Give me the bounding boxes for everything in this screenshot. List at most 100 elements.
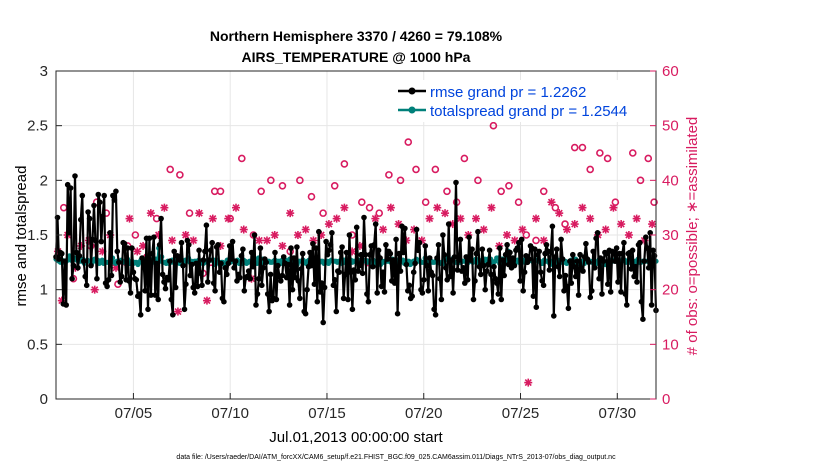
series-point-rmse	[107, 230, 113, 236]
series-point-rmse	[416, 239, 423, 246]
series-point-rmse	[345, 296, 351, 303]
series-point-rmse	[631, 273, 637, 280]
obs-assimilated-point	[624, 231, 633, 239]
obs-assimilated-point	[340, 203, 349, 212]
series-point-rmse	[317, 289, 324, 295]
series-point-rmse	[637, 239, 643, 246]
obs-assimilated-point	[379, 225, 388, 234]
obs-possible-point	[551, 203, 560, 212]
series-point-rmse	[374, 290, 381, 296]
series-point-rmse	[540, 282, 547, 289]
series-point-rmse	[207, 247, 214, 254]
series-point-rmse	[186, 242, 192, 248]
obs-assimilated-point	[262, 236, 271, 245]
series-point-rmse	[196, 247, 202, 254]
series-point-rmse	[491, 263, 497, 270]
series-point-rmse	[469, 246, 475, 252]
legend-box	[394, 80, 648, 122]
chart-title: Northern Hemisphere 3370 / 4260 = 79.108…	[210, 28, 503, 44]
series-point-rmse	[80, 258, 87, 265]
y-tick-label: 2.5	[27, 118, 48, 135]
obs-assimilated-point	[270, 231, 279, 239]
series-point-rmse	[251, 232, 258, 238]
series-point-rmse	[504, 242, 510, 248]
obs-assimilated-point	[386, 203, 395, 212]
obs-assimilated-point	[456, 214, 465, 223]
series-point-rmse	[288, 245, 294, 251]
series-point-rmse	[600, 258, 607, 265]
series-point-rmse	[400, 249, 407, 256]
series-point-rmse	[405, 288, 411, 294]
obs-possible-point	[628, 149, 637, 157]
series-point-rmse	[279, 272, 286, 279]
series-point-rmse	[466, 234, 472, 240]
series-point-rmse	[568, 280, 575, 286]
x-axis-label: Jul.01,2013 00:00:00 start	[269, 429, 443, 446]
series-point-rmse	[229, 238, 236, 245]
series-point-rmse	[245, 268, 252, 274]
series-point-rmse	[589, 288, 595, 294]
series-point-rmse	[610, 249, 617, 256]
y-axis-left: 0 0.5 1 1.5 2 2.5 3	[27, 63, 62, 408]
series-point-rmse	[473, 250, 480, 257]
series-point-rmse	[507, 249, 513, 256]
series-point-rmse	[499, 257, 506, 263]
series-point-rmse	[275, 262, 281, 269]
series-point-rmse	[622, 291, 629, 297]
y2-tick-label: 0	[662, 391, 670, 408]
series-point-rmse	[648, 302, 655, 308]
series-line-rmse	[54, 174, 658, 324]
series-point-rmse	[260, 265, 267, 271]
series-point-rmse	[159, 271, 166, 278]
series-point-rmse	[456, 257, 462, 263]
obs-assimilated-point	[609, 203, 618, 212]
series-point-rmse	[488, 271, 494, 278]
series-point-rmse	[453, 179, 459, 186]
y2-tick-label: 60	[662, 63, 679, 80]
obs-assimilated-point	[332, 214, 341, 223]
series-point-rmse	[451, 254, 458, 260]
obs-possible-point	[340, 160, 349, 168]
obs-assimilated-point	[324, 220, 333, 229]
obs-possible-point	[296, 176, 304, 185]
series-point-rmse	[632, 263, 639, 270]
series-point-rmse	[437, 275, 443, 282]
series-point-rmse	[596, 275, 602, 282]
series-point-rmse	[570, 251, 576, 258]
obs-possible-point	[404, 138, 413, 146]
series-point-rmse	[647, 230, 653, 236]
series-point-rmse	[264, 291, 271, 297]
series-point-rmse	[562, 272, 569, 279]
series-point-rmse	[190, 284, 196, 291]
series-point-rmse	[329, 230, 335, 236]
obs-assimilated-point	[146, 209, 155, 218]
obs-possible-point	[396, 176, 405, 185]
series-point-rmse	[259, 282, 265, 289]
series-point-rmse	[415, 247, 421, 254]
obs-assimilated-point	[90, 285, 99, 294]
obs-assimilated-point	[195, 209, 204, 218]
series-point-rmse	[253, 302, 259, 308]
series-point-rmse	[133, 277, 140, 283]
obs-possible-point	[319, 209, 327, 217]
x-tick-label: 07/25	[502, 405, 540, 422]
series-point-rmse	[146, 235, 153, 242]
series-point-rmse	[187, 272, 194, 279]
series-point-rmse	[364, 291, 370, 297]
obs-assimilated-point	[125, 214, 134, 223]
obs-markers	[53, 100, 658, 387]
series-point-rmse	[390, 257, 397, 263]
y-tick-label: 1.5	[27, 227, 48, 244]
series-point-rmse	[222, 265, 229, 271]
series-point-rmse	[561, 288, 567, 294]
series-point-rmse	[605, 281, 611, 288]
series-point-rmse	[240, 246, 246, 252]
series-point-rmse	[489, 298, 496, 305]
series-point-rmse	[221, 298, 227, 305]
y-tick-label: 0.5	[27, 336, 48, 353]
obs-assimilated-point	[601, 225, 610, 234]
series-point-rmse	[615, 279, 621, 285]
series-point-rmse	[342, 271, 348, 278]
series-point-rmse	[79, 192, 86, 199]
